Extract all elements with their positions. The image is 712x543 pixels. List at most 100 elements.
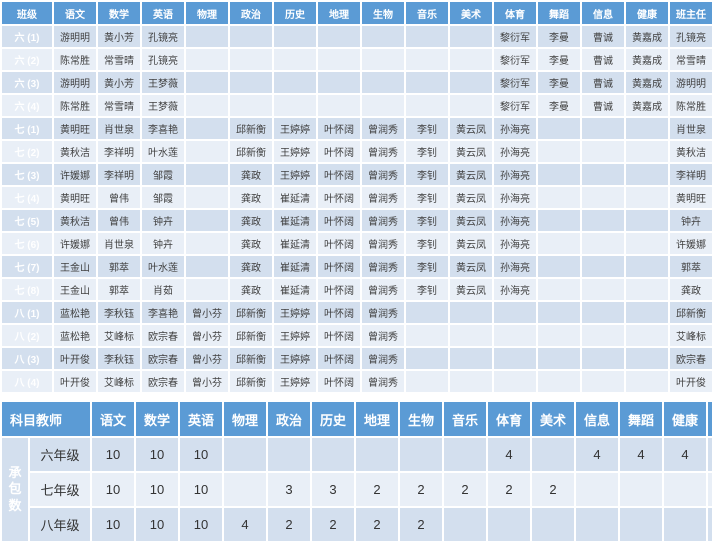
corner-header[interactable]: 科目教师	[0, 400, 93, 438]
teacher-cell[interactable]: 崔延清	[272, 277, 318, 302]
teacher-cell[interactable]: 曾润秀	[360, 254, 406, 279]
teacher-cell[interactable]	[624, 162, 670, 187]
teacher-cell[interactable]: 崔延清	[272, 231, 318, 256]
count-cell[interactable]	[618, 471, 665, 508]
count-cell[interactable]	[574, 471, 621, 508]
teacher-cell[interactable]: 肖世泉	[96, 116, 142, 141]
count-cell[interactable]: 3	[266, 471, 313, 508]
teacher-cell[interactable]	[316, 47, 362, 72]
teacher-cell[interactable]: 李曼	[536, 93, 582, 118]
grade-cell[interactable]: 六年级	[27, 436, 93, 473]
teacher-cell[interactable]	[580, 323, 626, 348]
teacher-cell[interactable]	[184, 162, 230, 187]
teacher-cell[interactable]	[580, 277, 626, 302]
teacher-cell[interactable]	[580, 369, 626, 394]
count-cell[interactable]: 10	[90, 471, 137, 508]
teacher-cell[interactable]	[360, 93, 406, 118]
teacher-cell[interactable]: 崔延清	[272, 208, 318, 233]
teacher-cell[interactable]: 王金山	[52, 277, 98, 302]
teacher-cell[interactable]	[580, 139, 626, 164]
column-header[interactable]: 历史	[310, 400, 357, 438]
column-header[interactable]: 英语	[140, 0, 186, 26]
teacher-cell[interactable]: 郭萃	[96, 254, 142, 279]
teacher-cell[interactable]: 黎衍军	[492, 93, 538, 118]
teacher-cell[interactable]	[624, 185, 670, 210]
count-cell[interactable]: 10	[178, 436, 225, 473]
teacher-cell[interactable]: 李祥明	[96, 162, 142, 187]
teacher-cell[interactable]	[536, 139, 582, 164]
teacher-cell[interactable]: 黄嘉成	[624, 93, 670, 118]
teacher-cell[interactable]: 曾润秀	[360, 139, 406, 164]
teacher-cell[interactable]	[184, 208, 230, 233]
column-header[interactable]: 政治	[266, 400, 313, 438]
teacher-cell[interactable]: 王婷婷	[272, 300, 318, 325]
count-cell[interactable]	[530, 506, 577, 543]
teacher-cell[interactable]: 孔镜亮	[140, 24, 186, 49]
teacher-cell[interactable]	[228, 93, 274, 118]
column-header[interactable]: 生物	[360, 0, 406, 26]
teacher-cell[interactable]: 邱新衡	[228, 369, 274, 394]
teacher-cell[interactable]: 李钊	[404, 185, 450, 210]
count-cell[interactable]: 10	[178, 506, 225, 543]
count-cell[interactable]: 2	[354, 506, 401, 543]
teacher-cell[interactable]	[492, 346, 538, 371]
column-header[interactable]: 物理	[184, 0, 230, 26]
count-cell[interactable]: 10	[178, 471, 225, 508]
teacher-cell[interactable]: 曾润秀	[360, 208, 406, 233]
count-cell[interactable]: 2	[442, 471, 489, 508]
count-cell[interactable]: 10	[90, 506, 137, 543]
teacher-cell[interactable]: 王婷婷	[272, 139, 318, 164]
teacher-cell[interactable]: 孙海亮	[492, 254, 538, 279]
teacher-cell[interactable]: 黄嘉成	[624, 47, 670, 72]
count-cell[interactable]	[442, 506, 489, 543]
teacher-cell[interactable]: 肖茹	[140, 277, 186, 302]
teacher-cell[interactable]: 黄明旺	[52, 185, 98, 210]
teacher-cell[interactable]	[404, 323, 450, 348]
teacher-cell[interactable]	[448, 300, 494, 325]
column-header[interactable]: 体育	[492, 0, 538, 26]
teacher-cell[interactable]: 叶开俊	[668, 369, 712, 394]
teacher-cell[interactable]	[228, 70, 274, 95]
teacher-cell[interactable]	[184, 70, 230, 95]
teacher-cell[interactable]: 许媛娜	[668, 231, 712, 256]
teacher-cell[interactable]	[360, 24, 406, 49]
teacher-cell[interactable]	[316, 93, 362, 118]
count-cell[interactable]	[662, 506, 709, 543]
teacher-cell[interactable]	[228, 24, 274, 49]
teacher-cell[interactable]: 曾润秀	[360, 185, 406, 210]
teacher-cell[interactable]	[184, 139, 230, 164]
teacher-cell[interactable]: 黎衍军	[492, 70, 538, 95]
teacher-cell[interactable]: 龚政	[228, 162, 274, 187]
teacher-cell[interactable]: 常雪晴	[96, 47, 142, 72]
teacher-cell[interactable]: 李祥明	[668, 162, 712, 187]
teacher-cell[interactable]: 叶怀阔	[316, 300, 362, 325]
count-cell[interactable]: 10	[134, 506, 181, 543]
teacher-cell[interactable]: 黎衍军	[492, 24, 538, 49]
teacher-cell[interactable]	[448, 323, 494, 348]
teacher-cell[interactable]	[404, 346, 450, 371]
count-cell[interactable]	[354, 436, 401, 473]
teacher-cell[interactable]: 李喜艳	[140, 300, 186, 325]
column-header[interactable]: 语文	[52, 0, 98, 26]
count-cell[interactable]	[310, 436, 357, 473]
column-header[interactable]: 英语	[178, 400, 225, 438]
teacher-cell[interactable]	[492, 369, 538, 394]
teacher-cell[interactable]: 邱新衡	[228, 323, 274, 348]
column-header[interactable]: 地理	[354, 400, 401, 438]
teacher-cell[interactable]: 蓝松艳	[52, 300, 98, 325]
teacher-cell[interactable]: 钟卉	[140, 208, 186, 233]
teacher-cell[interactable]: 黄云凤	[448, 116, 494, 141]
class-cell[interactable]: 七 (2)	[0, 139, 54, 164]
count-cell[interactable]	[398, 436, 445, 473]
teacher-cell[interactable]: 邱新衡	[668, 300, 712, 325]
teacher-cell[interactable]: 肖世泉	[668, 116, 712, 141]
teacher-cell[interactable]	[580, 208, 626, 233]
teacher-cell[interactable]: 叶水莲	[140, 139, 186, 164]
column-header[interactable]: 语文	[90, 400, 137, 438]
teacher-cell[interactable]	[536, 346, 582, 371]
teacher-cell[interactable]	[624, 369, 670, 394]
column-header[interactable]: 历史	[272, 0, 318, 26]
teacher-cell[interactable]: 黄明旺	[52, 116, 98, 141]
count-cell[interactable]: 2	[530, 471, 577, 508]
teacher-cell[interactable]: 曾伟	[96, 185, 142, 210]
